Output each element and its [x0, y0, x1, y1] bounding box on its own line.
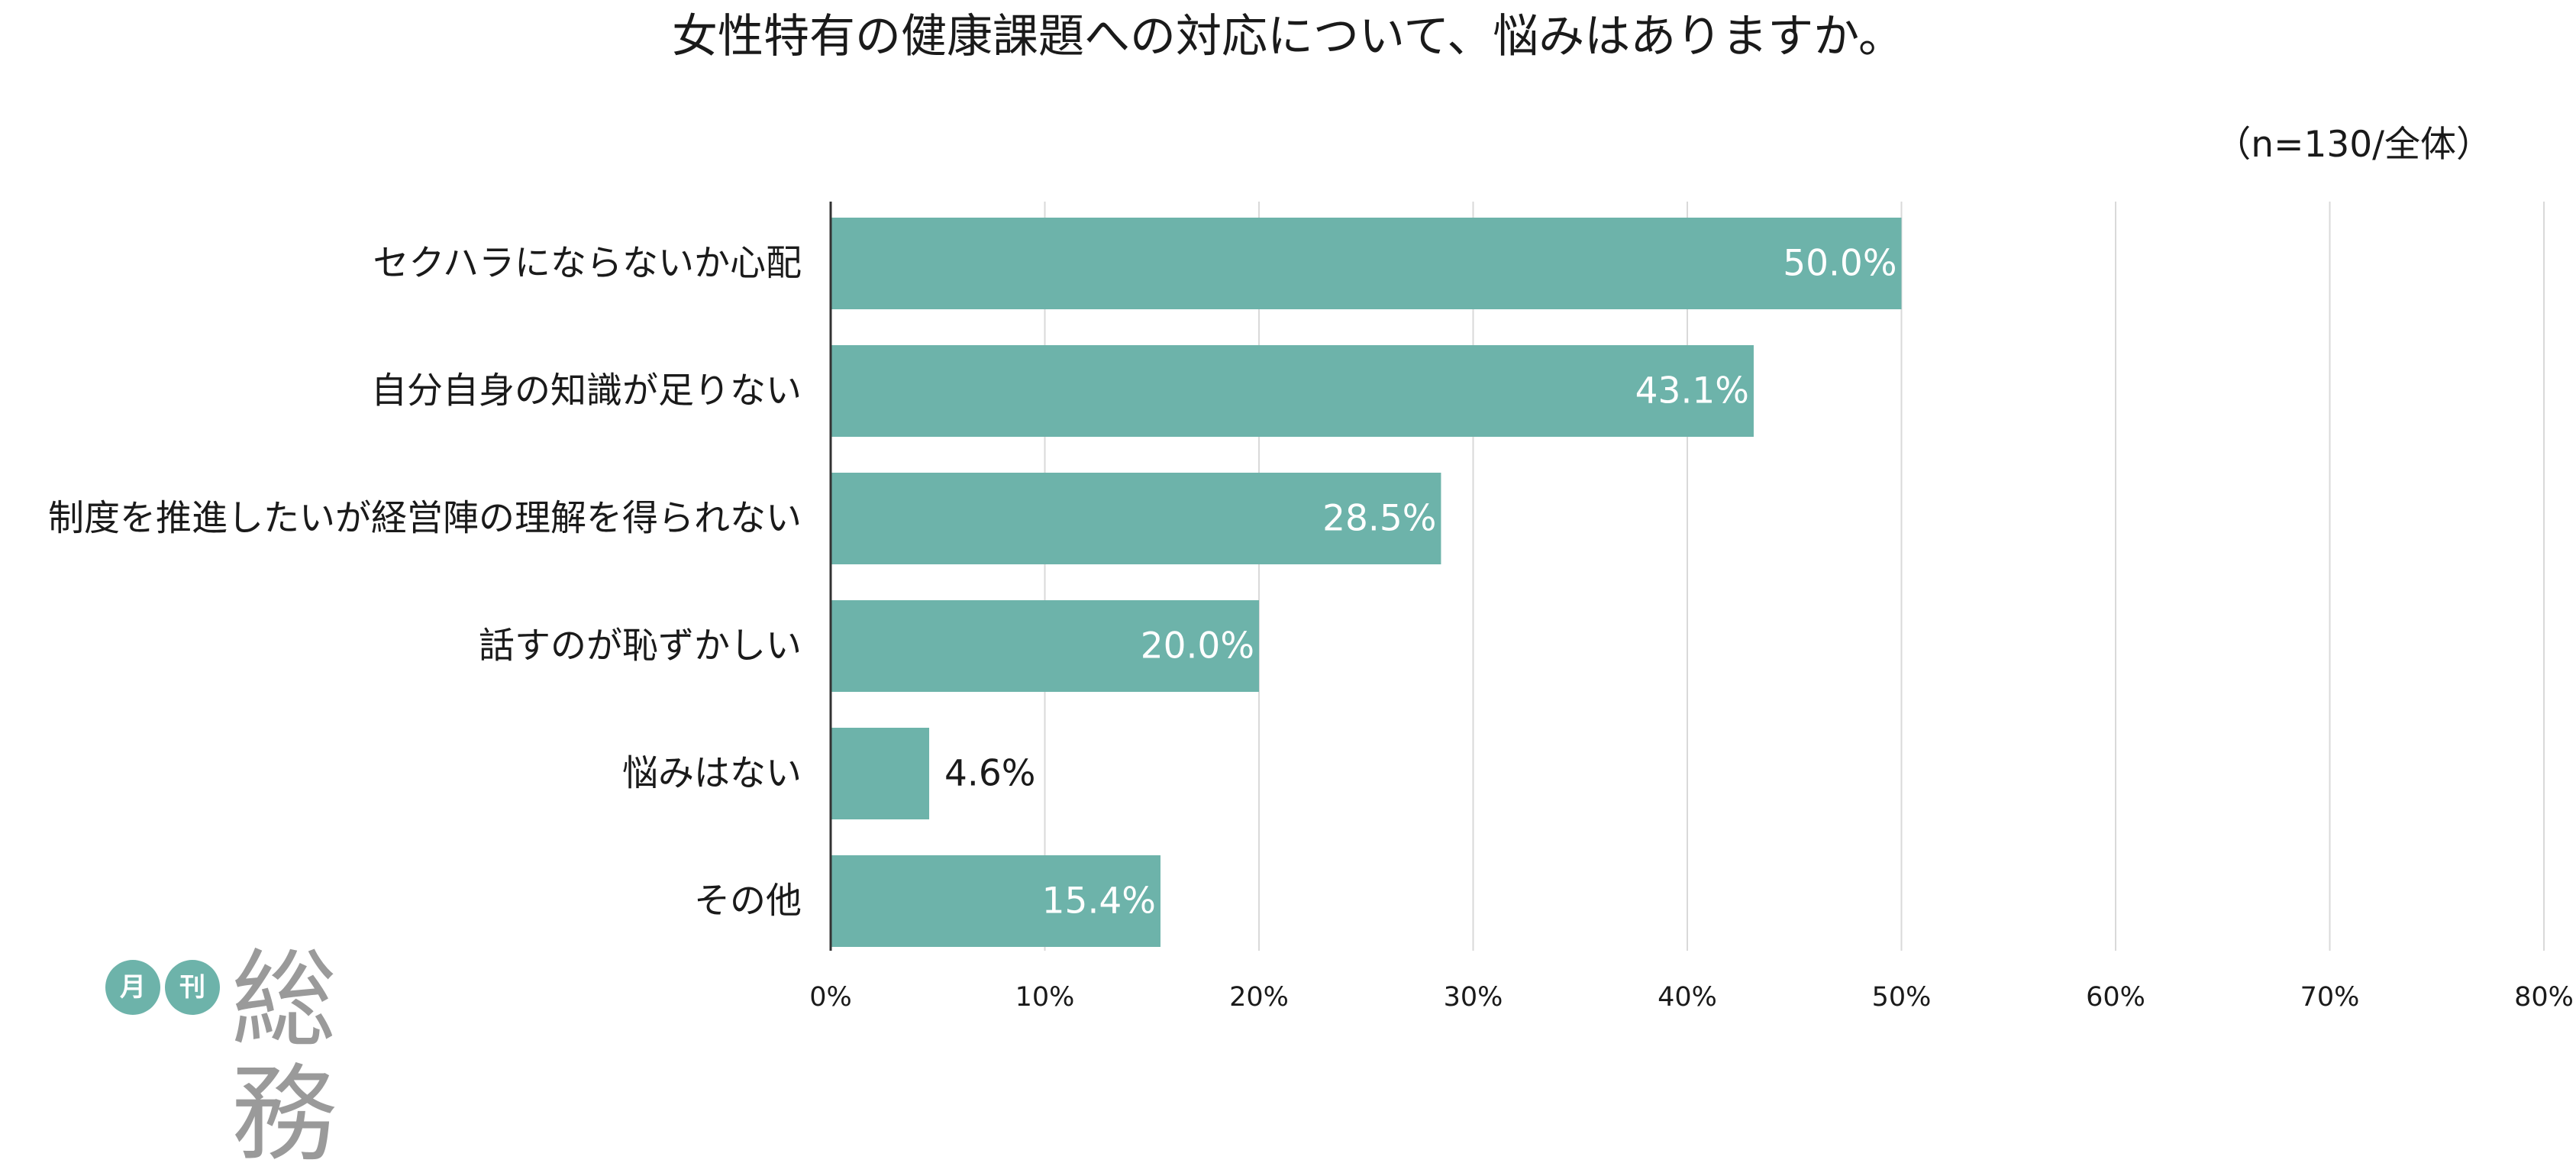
- bar: [831, 218, 1902, 309]
- logo-badge-month: 月: [105, 960, 160, 1015]
- category-label: その他: [694, 880, 802, 922]
- value-label: 43.1%: [1635, 370, 1749, 412]
- x-tick-label: 40%: [1658, 982, 1717, 1013]
- x-tick-label: 10%: [1015, 982, 1075, 1013]
- value-label: 50.0%: [1783, 243, 1896, 285]
- chart-title: 女性特有の健康課題への対応について、悩みはありますか。: [672, 10, 1904, 63]
- bar: [831, 728, 930, 819]
- category-label: 話すのが恥ずかしい: [479, 625, 802, 667]
- category-label: 悩みはない: [622, 753, 802, 795]
- gridlines: [1044, 202, 2545, 951]
- value-labels: 50.0% 43.1% 28.5% 20.0% 4.6% 15.4%: [944, 243, 1896, 922]
- gekkan-soumu-logo: 月 刊 総務: [105, 943, 403, 1172]
- bars: [831, 218, 1902, 947]
- logo-badge-publication: 刊: [165, 960, 220, 1015]
- value-label: 4.6%: [944, 753, 1035, 795]
- x-tick-label: 30%: [1444, 982, 1503, 1013]
- bar: [831, 345, 1754, 437]
- value-label: 28.5%: [1322, 498, 1436, 540]
- x-tick-label: 60%: [2086, 982, 2145, 1013]
- x-tick-label: 80%: [2514, 982, 2574, 1013]
- x-tick-label: 0%: [809, 982, 852, 1013]
- bar: [831, 473, 1441, 564]
- sample-size-note: （n=130/全体）: [2215, 124, 2492, 166]
- x-tick-label: 20%: [1229, 982, 1289, 1013]
- category-labels: セクハラにならないか心配自分自身の知識が足りない制度を推進したいが経営陣の理解を…: [48, 243, 802, 922]
- logo-wordmark: 総務: [231, 939, 339, 1176]
- value-label: 15.4%: [1042, 880, 1156, 922]
- bar: [831, 600, 1259, 692]
- category-label: セクハラにならないか心配: [373, 243, 802, 285]
- category-label: 制度を推進したいが経営陣の理解を得られない: [48, 498, 802, 540]
- x-tick-labels: 0% 10% 20% 30% 40% 50% 60% 70% 80%: [809, 982, 2574, 1013]
- category-label: 自分自身の知識が足りない: [371, 370, 802, 412]
- x-tick-label: 70%: [2300, 982, 2360, 1013]
- x-tick-label: 50%: [1872, 982, 1932, 1013]
- bar: [831, 855, 1160, 947]
- value-label: 20.0%: [1141, 625, 1254, 667]
- bar-chart: セクハラにならないか心配自分自身の知識が足りない制度を推進したいが経営陣の理解を…: [48, 202, 2574, 1013]
